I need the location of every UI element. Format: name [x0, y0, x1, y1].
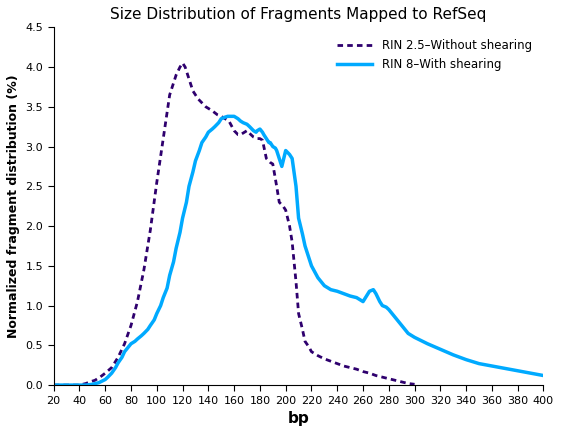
RIN 8–With shearing — [463, 357, 470, 362]
RIN 8–With shearing — [405, 331, 412, 336]
RIN 8–With shearing — [224, 114, 231, 119]
Title: Size Distribution of Fragments Mapped to RefSeq: Size Distribution of Fragments Mapped to… — [111, 7, 487, 22]
RIN 2.5–Without shearing — [411, 382, 418, 387]
RIN 2.5–Without shearing — [50, 382, 57, 388]
RIN 2.5–Without shearing — [179, 61, 186, 66]
RIN 2.5–Without shearing — [353, 367, 360, 372]
Legend: RIN 2.5–Without shearing, RIN 8–With shearing: RIN 2.5–Without shearing, RIN 8–With she… — [331, 33, 537, 77]
RIN 2.5–Without shearing — [203, 104, 209, 110]
X-axis label: bp: bp — [288, 411, 310, 426]
RIN 2.5–Without shearing — [373, 373, 379, 378]
RIN 8–With shearing — [424, 341, 431, 346]
Line: RIN 2.5–Without shearing: RIN 2.5–Without shearing — [54, 63, 415, 385]
RIN 8–With shearing — [177, 230, 183, 235]
RIN 8–With shearing — [50, 382, 57, 388]
RIN 2.5–Without shearing — [247, 132, 254, 137]
RIN 2.5–Without shearing — [166, 92, 173, 97]
RIN 8–With shearing — [540, 373, 547, 378]
RIN 8–With shearing — [269, 144, 276, 149]
RIN 8–With shearing — [437, 347, 444, 352]
RIN 2.5–Without shearing — [341, 363, 347, 368]
Y-axis label: Normalized fragment distribution (%): Normalized fragment distribution (%) — [7, 74, 20, 338]
Line: RIN 8–With shearing: RIN 8–With shearing — [54, 116, 544, 385]
